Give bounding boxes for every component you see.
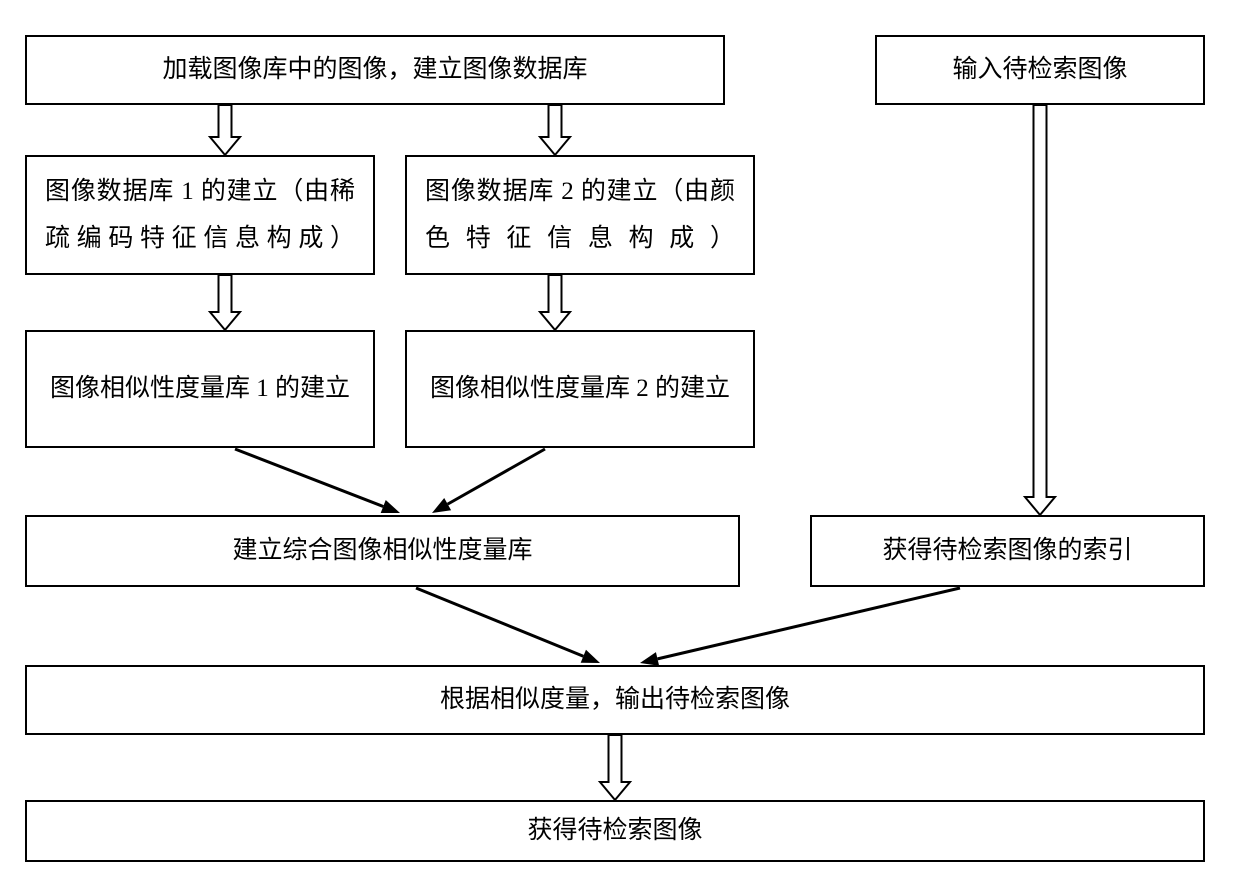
node-input-query: 输入待检索图像 xyxy=(875,35,1205,105)
node-label: 图像相似性度量库 2 的建立 xyxy=(425,365,735,413)
node-label: 建立综合图像相似性度量库 xyxy=(45,527,720,575)
node-sim-lib2: 图像相似性度量库 2 的建立 xyxy=(405,330,755,448)
node-db2-color: 图像数据库 2 的建立（由颜色特征信息构成） xyxy=(405,155,755,275)
node-label: 输入待检索图像 xyxy=(895,46,1185,94)
node-label: 图像数据库 1 的建立（由稀疏编码特征信息构成） xyxy=(45,168,355,263)
node-sim-lib1: 图像相似性度量库 1 的建立 xyxy=(25,330,375,448)
node-retrieved-image: 获得待检索图像 xyxy=(25,800,1205,862)
node-label: 获得待检索图像的索引 xyxy=(830,527,1185,575)
node-label: 加载图像库中的图像，建立图像数据库 xyxy=(45,46,705,94)
node-combined-sim: 建立综合图像相似性度量库 xyxy=(25,515,740,587)
node-get-index: 获得待检索图像的索引 xyxy=(810,515,1205,587)
node-label: 图像数据库 2 的建立（由颜色特征信息构成） xyxy=(425,168,735,263)
node-label: 获得待检索图像 xyxy=(45,807,1185,855)
node-db1-sparse: 图像数据库 1 的建立（由稀疏编码特征信息构成） xyxy=(25,155,375,275)
node-output-by-sim: 根据相似度量，输出待检索图像 xyxy=(25,665,1205,735)
flowchart-canvas: 加载图像库中的图像，建立图像数据库 输入待检索图像 图像数据库 1 的建立（由稀… xyxy=(0,0,1240,888)
node-label: 根据相似度量，输出待检索图像 xyxy=(45,676,1185,724)
node-load-images: 加载图像库中的图像，建立图像数据库 xyxy=(25,35,725,105)
node-label: 图像相似性度量库 1 的建立 xyxy=(45,365,355,413)
